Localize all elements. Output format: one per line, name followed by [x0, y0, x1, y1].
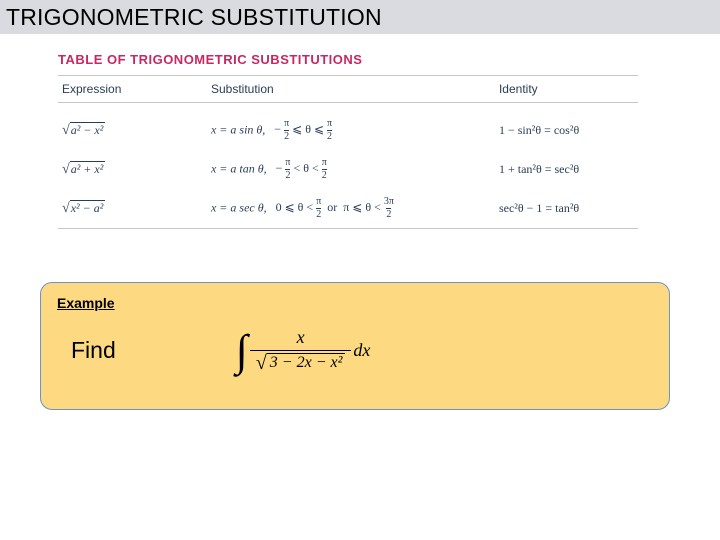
example-label: Example: [57, 295, 653, 311]
range: − π2 < θ < π2: [276, 161, 327, 175]
table-row: √a² − x² x = a sin θ, − π2 ⩽ θ ⩽ π2 1 − …: [58, 111, 638, 150]
dx: dx: [353, 340, 370, 361]
col-identity: Identity: [499, 82, 638, 96]
cell-substitution: x = a sin θ, − π2 ⩽ θ ⩽ π2: [211, 119, 499, 142]
denominator: √ 3 − 2x − x²: [250, 350, 352, 374]
table-header-row: Expression Substitution Identity: [58, 76, 638, 103]
cell-identity: 1 − sin²θ = cos²θ: [499, 123, 638, 138]
numerator: x: [291, 327, 311, 350]
integral-sign-icon: ∫: [236, 329, 248, 373]
cell-substitution: x = a tan θ, − π2 < θ < π2: [211, 158, 499, 181]
range: 0 ⩽ θ < π2 or π ⩽ θ < 3π2: [276, 200, 394, 214]
title-bar: TRIGONOMETRIC SUBSTITUTION: [0, 0, 720, 34]
find-text: Find: [71, 337, 116, 364]
rule: [58, 228, 638, 229]
table-row: √a² + x² x = a tan θ, − π2 < θ < π2 1 + …: [58, 150, 638, 189]
example-content: Find ∫ x √ 3 − 2x − x² dx: [57, 327, 653, 374]
fraction: x √ 3 − 2x − x²: [250, 327, 352, 374]
table-heading: TABLE OF TRIGONOMETRIC SUBSTITUTIONS: [58, 52, 648, 67]
table-body: √a² − x² x = a sin θ, − π2 ⩽ θ ⩽ π2 1 − …: [58, 103, 638, 228]
cell-substitution: x = a sec θ, 0 ⩽ θ < π2 or π ⩽ θ < 3π2: [211, 197, 499, 220]
table-row: √x² − a² x = a sec θ, 0 ⩽ θ < π2 or π ⩽ …: [58, 189, 638, 228]
page-title: TRIGONOMETRIC SUBSTITUTION: [6, 4, 382, 31]
integral-expression: ∫ x √ 3 − 2x − x² dx: [236, 327, 371, 374]
cell-expression: √a² + x²: [62, 162, 211, 178]
cell-expression: √x² − a²: [62, 201, 211, 217]
cell-identity: sec²θ − 1 = tan²θ: [499, 201, 638, 216]
cell-identity: 1 + tan²θ = sec²θ: [499, 162, 638, 177]
col-substitution: Substitution: [211, 82, 499, 96]
substitution-table: TABLE OF TRIGONOMETRIC SUBSTITUTIONS Exp…: [58, 52, 648, 229]
col-expression: Expression: [62, 82, 211, 96]
example-box: Example Find ∫ x √ 3 − 2x − x² dx: [40, 282, 670, 410]
cell-expression: √a² − x²: [62, 123, 211, 139]
range: − π2 ⩽ θ ⩽ π2: [274, 122, 332, 136]
